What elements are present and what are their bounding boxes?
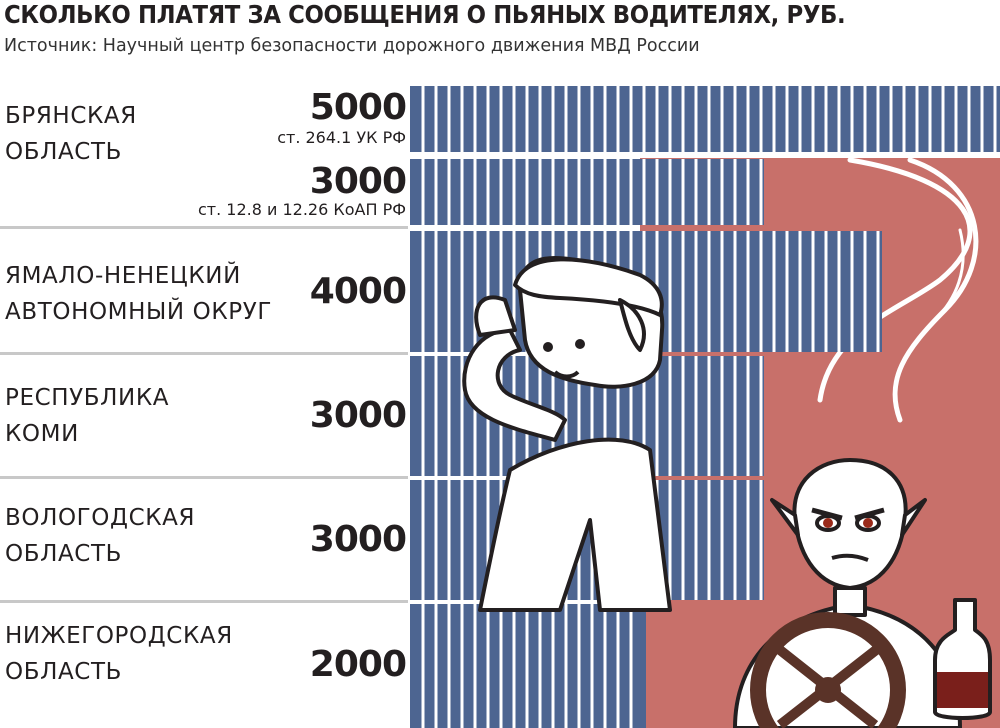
region-label: РЕСПУБЛИКА КОМИ [5, 380, 305, 452]
region-label-line: КОМИ [5, 421, 79, 447]
region-label-line: ОБЛАСТЬ [5, 139, 122, 165]
row-divider [0, 600, 408, 603]
region-label-line: БРЯНСКАЯ [5, 103, 137, 129]
bar-note: ст. 12.8 и 12.26 КоАП РФ [197, 200, 406, 219]
row-divider [0, 352, 408, 355]
drunk-driver-illustration [733, 458, 992, 728]
row-divider [0, 226, 408, 229]
value-label: 5000 [309, 87, 407, 128]
value-label: 2000 [309, 644, 407, 685]
chart-title: СКОЛЬКО ПЛАТЯТ ЗА СООБЩЕНИЯ О ПЬЯНЫХ ВОД… [4, 0, 846, 29]
value-label: 3000 [309, 519, 407, 560]
region-label-line: ОБЛАСТЬ [5, 541, 122, 567]
region-label-line: ВОЛОГОДСКАЯ [5, 505, 196, 531]
value-label: 3000 [309, 395, 407, 436]
region-label-line: ЯМАЛО-НЕНЕЦКИЙ [5, 263, 241, 289]
man-with-phone-illustration [462, 255, 672, 612]
value-label: 3000 [309, 161, 407, 202]
region-label-line: ОБЛАСТЬ [5, 659, 122, 685]
bar [410, 86, 1000, 152]
region-label: ЯМАЛО-НЕНЕЦКИЙ АВТОНОМНЫЙ ОКРУГ [5, 258, 305, 330]
chart-subtitle: Источник: Научный центр безопасности дор… [4, 36, 700, 56]
region-label: ВОЛОГОДСКАЯ ОБЛАСТЬ [5, 500, 305, 572]
region-label-line: АВТОНОМНЫЙ ОКРУГ [5, 299, 272, 325]
region-label-line: НИЖЕГОРОДСКАЯ [5, 623, 233, 649]
region-label: НИЖЕГОРОДСКАЯ ОБЛАСТЬ [5, 618, 305, 690]
region-label-line: РЕСПУБЛИКА [5, 385, 170, 411]
value-label: 4000 [309, 271, 407, 312]
bar-note: ст. 264.1 УК РФ [277, 128, 406, 147]
region-label: БРЯНСКАЯ ОБЛАСТЬ [5, 98, 305, 170]
row-divider [0, 476, 408, 479]
bar [410, 159, 764, 225]
